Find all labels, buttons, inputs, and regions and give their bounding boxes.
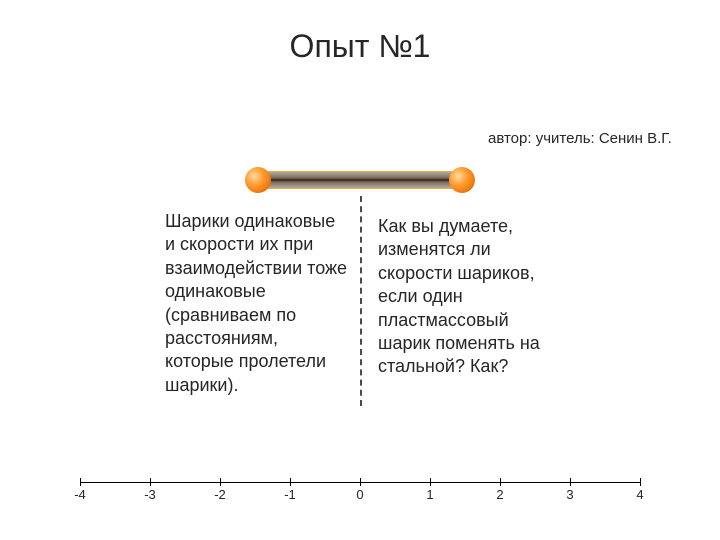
axis-tick <box>500 478 501 486</box>
axis-tick <box>150 478 151 486</box>
ball-left <box>245 167 271 193</box>
axis-tick-label: -4 <box>74 487 86 502</box>
page-title: Опыт №1 <box>0 0 720 77</box>
axis-tick-label: 0 <box>356 487 363 502</box>
right-paragraph: Как вы думаете, изменятся ли скорости ша… <box>378 215 548 379</box>
axis-tick-label: 3 <box>566 487 573 502</box>
axis-tick <box>290 478 291 486</box>
axis-tick-label: -3 <box>144 487 156 502</box>
axis-tick <box>220 478 221 486</box>
axis-tick <box>360 478 361 486</box>
ball-right <box>449 167 475 193</box>
author-line: автор: учитель: Сенин В.Г. <box>488 130 688 148</box>
axis-tick <box>80 478 81 486</box>
vertical-divider <box>360 196 362 406</box>
axis-tick <box>570 478 571 486</box>
axis-tick-label: 4 <box>636 487 643 502</box>
axis-tick-label: -2 <box>214 487 226 502</box>
axis-tick <box>640 478 641 486</box>
axis-tick-label: 1 <box>426 487 433 502</box>
left-paragraph: Шарики одинаковые и скорости их при взаи… <box>165 210 350 397</box>
rod-body <box>260 171 460 189</box>
spring-rod-diagram <box>245 166 475 196</box>
number-line: -4-3-2-101234 <box>80 470 640 500</box>
axis-tick <box>430 478 431 486</box>
axis-tick-label: 2 <box>496 487 503 502</box>
axis-tick-label: -1 <box>284 487 296 502</box>
